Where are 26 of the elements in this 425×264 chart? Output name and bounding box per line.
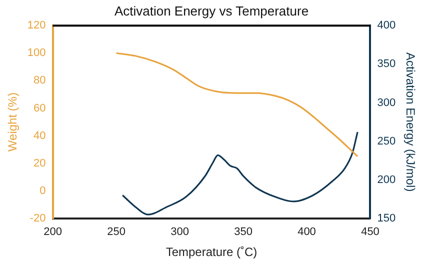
y-tick-label: 60 <box>34 102 46 114</box>
y-tick-label: 40 <box>34 130 46 142</box>
y-tick-label: -20 <box>30 212 46 224</box>
x-tick-label: 350 <box>234 226 252 238</box>
line-series <box>115 52 358 158</box>
y2-tick-label: 250 <box>377 135 396 148</box>
y2-tick-label: 150 <box>377 212 396 224</box>
y-tick-label: 80 <box>34 74 46 87</box>
x-tick-label: 200 <box>44 226 62 238</box>
x-tick-label: 450 <box>361 226 380 238</box>
x-axis-title: Temperature (˚C) <box>166 245 258 260</box>
y2-tick-label: 200 <box>377 174 396 186</box>
y-axis-title: Weight (%) <box>6 92 20 152</box>
y-tick-label: 120 <box>27 20 46 32</box>
chart-title: Activation Energy vs Temperature <box>114 3 309 18</box>
y-tick-label: 100 <box>27 47 46 60</box>
x-tick-label: 300 <box>170 226 189 238</box>
x-tick-label: 250 <box>107 226 126 238</box>
x-tick-label: 400 <box>298 226 316 238</box>
y-tick-label: 0 <box>40 184 46 197</box>
y2-tick-label: 400 <box>377 20 396 32</box>
line-series <box>122 131 358 216</box>
y-tick-label: 20 <box>34 157 46 170</box>
y2-tick-label: 350 <box>377 58 396 70</box>
y2-axis-title: Activation Energy (kJ/mol) <box>403 52 418 192</box>
y2-tick-label: 300 <box>377 96 396 109</box>
